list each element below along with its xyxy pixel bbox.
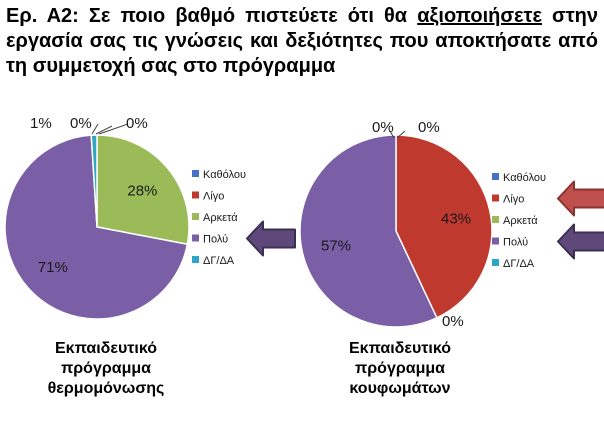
label-leader-line — [396, 130, 406, 139]
data-label: 1% — [30, 115, 52, 132]
legend-swatch — [192, 170, 199, 177]
chart-title-line: Εκπαιδευτικό — [54, 340, 158, 357]
pie-slice — [299, 134, 438, 328]
legend-label: ΔΓ/ΔΑ — [503, 258, 535, 270]
legend-swatch — [192, 234, 199, 242]
chart-title-thermal-insulation: Εκπαιδευτικό πρόγραμμα θερμομόνωσης — [0, 339, 226, 399]
legend-label: Καθόλου — [503, 172, 546, 184]
legend-swatch — [192, 256, 199, 263]
legend-label: Λίγο — [503, 194, 524, 206]
pie-slice — [395, 134, 493, 319]
legend-label: Πολύ — [503, 237, 528, 249]
chart-title-line: πρόγραμμα — [61, 360, 151, 377]
label-leader-line — [98, 123, 129, 135]
highlight-arrow — [246, 220, 296, 257]
question-title: Ερ. Α2: Σε ποιο βαθμό πιστεύετε ότι θα α… — [6, 4, 598, 79]
label-leader-line — [91, 123, 99, 135]
data-label: 71% — [38, 259, 68, 276]
legend-label: Καθόλου — [203, 169, 246, 181]
question-title-start: Ερ. Α2: Σε ποιο βαθμό πιστεύετε ότι θα — [6, 5, 418, 27]
chart-title-line: πρόγραμμα — [355, 360, 445, 377]
highlight-arrow — [557, 180, 604, 217]
pie-slice — [90, 134, 98, 228]
data-label: 0% — [372, 119, 394, 136]
data-label: 28% — [127, 183, 157, 200]
legend-swatch — [192, 191, 199, 199]
legend-swatch — [492, 259, 499, 266]
legend-label: Αρκετά — [503, 215, 538, 227]
chart-title-line: θερμομόνωσης — [47, 380, 165, 397]
chart-title-line: κουφωμάτων — [349, 380, 451, 397]
pie-chart-thermal-insulation: 28% 71% 1% 0% 0% Καθόλου Λίγο Αρκετά Πολύ ΔΓ/ΔΑ — [4, 115, 296, 320]
legend-swatch — [192, 213, 199, 220]
question-title-end: στην εργασία σας τις γνώσεις και δεξιότη… — [6, 5, 598, 77]
data-label: 0% — [70, 115, 92, 132]
legend-label: Λίγο — [203, 191, 224, 203]
pie-slice — [96, 134, 190, 246]
highlight-arrow — [557, 223, 604, 260]
legend-label: Αρκετά — [203, 212, 238, 224]
legend-label: Πολύ — [203, 234, 228, 246]
pie-chart-window-frames: 43% 57% 0% 0% 0% Καθόλου Λίγο Αρκετά Πολύ ΔΓ/ΔΑ — [299, 119, 604, 330]
chart-title-window-frames: Εκπαιδευτικό πρόγραμμα κουφωμάτων — [280, 339, 520, 399]
legend-swatch — [492, 216, 499, 223]
data-label: 0% — [126, 115, 148, 132]
question-title-keyword: αξιοποιήσετε — [417, 5, 542, 27]
legend-swatch — [492, 173, 499, 180]
legend-label: ΔΓ/ΔΑ — [203, 255, 235, 267]
pie-slice — [4, 134, 189, 320]
label-leader-line — [389, 130, 395, 139]
data-label: 43% — [441, 211, 471, 228]
legend-swatch — [492, 194, 499, 202]
data-label: 0% — [442, 313, 464, 330]
data-label: 57% — [321, 237, 351, 254]
label-leader-line — [95, 125, 113, 135]
data-label: 0% — [418, 119, 440, 136]
chart-title-line: Εκπαιδευτικό — [348, 340, 452, 357]
legend-swatch — [492, 237, 499, 245]
